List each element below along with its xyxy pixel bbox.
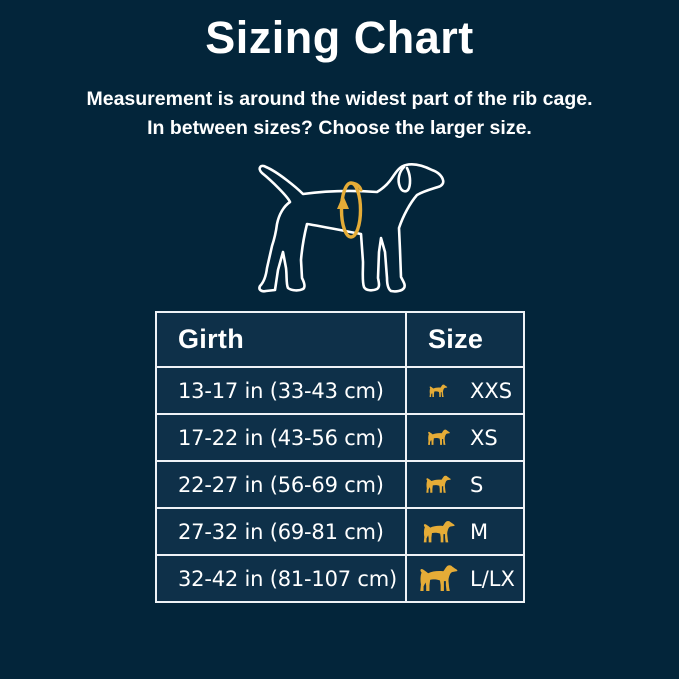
girth-cell: 32-42 in (81-107 cm)	[155, 554, 407, 603]
size-label: XXS	[470, 378, 513, 403]
girth-column-header: Girth	[155, 311, 407, 368]
size-cell: XS	[405, 413, 525, 462]
size-label: L/LX	[470, 566, 515, 591]
dog-outline-icon	[258, 163, 445, 293]
table-row: 22-27 in (56-69 cm) S	[155, 460, 525, 509]
subtitle-line-1: Measurement is around the widest part of…	[86, 88, 593, 110]
girth-cell: 13-17 in (33-43 cm)	[155, 366, 407, 415]
dog-xxs-icon	[411, 384, 465, 398]
page-title: Sizing Chart	[205, 12, 474, 63]
size-column-header: Size	[405, 311, 525, 368]
dog-s-icon	[411, 475, 465, 494]
subtitle: Measurement is around the widest part of…	[0, 85, 679, 142]
size-label: XS	[470, 425, 498, 450]
subtitle-line-2: In between sizes? Choose the larger size…	[147, 116, 532, 139]
girth-cell: 17-22 in (43-56 cm)	[155, 413, 407, 462]
size-cell: L/LX	[405, 554, 525, 603]
size-cell: M	[405, 507, 525, 556]
dog-girth-illustration	[258, 163, 445, 293]
size-cell: S	[405, 460, 525, 509]
size-label: S	[470, 472, 484, 497]
table-row: 32-42 in (81-107 cm) L/LX	[155, 554, 525, 603]
girth-cell: 22-27 in (56-69 cm)	[155, 460, 407, 509]
measuring-band-icon	[337, 181, 363, 239]
size-cell: XXS	[405, 366, 525, 415]
size-label: M	[470, 519, 489, 544]
table-row: 17-22 in (43-56 cm) XS	[155, 413, 525, 462]
arrow-up-icon	[337, 195, 349, 209]
dog-xs-icon	[411, 429, 465, 446]
sizing-table: Girth Size 13-17 in (33-43 cm) XXS 17-22…	[155, 311, 525, 603]
table-row: 27-32 in (69-81 cm) M	[155, 507, 525, 556]
girth-cell: 27-32 in (69-81 cm)	[155, 507, 407, 556]
dog-llx-icon	[411, 564, 465, 593]
dog-m-icon	[411, 520, 465, 544]
table-header-row: Girth Size	[155, 311, 525, 368]
table-row: 13-17 in (33-43 cm) XXS	[155, 366, 525, 415]
